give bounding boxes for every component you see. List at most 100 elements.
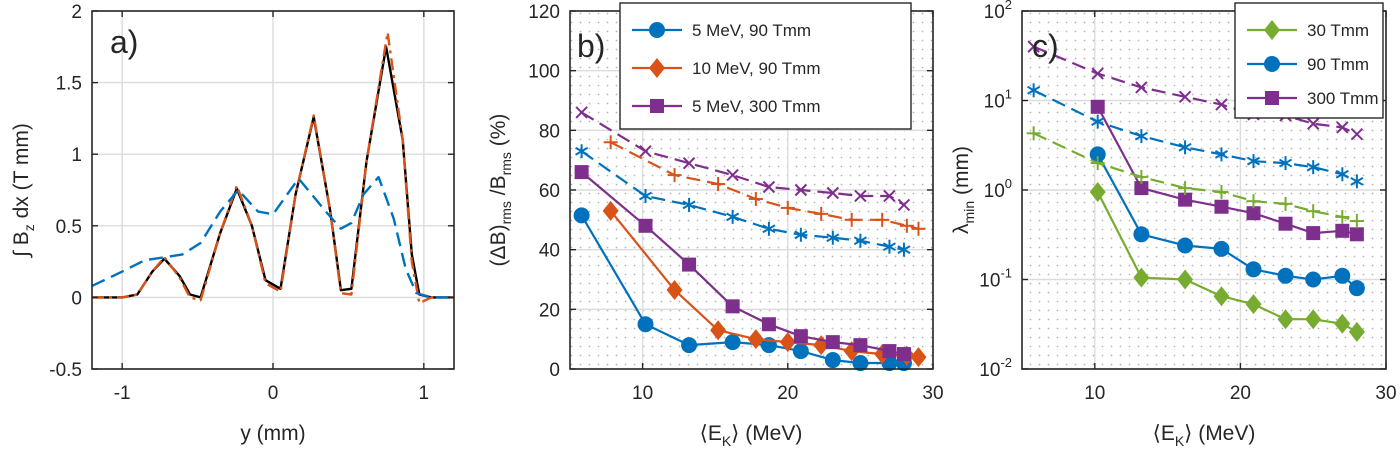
y-axis-label-a: ∫ Bz dx (T mm) [10, 123, 37, 258]
data-point [1133, 226, 1150, 243]
data-point [1213, 286, 1230, 307]
panel-label-a: a) [110, 24, 138, 60]
legend-c: 30 Tmm 90 Tmm 300 Tmm [1234, 2, 1384, 119]
data-point [1277, 267, 1294, 284]
data-point [1305, 271, 1322, 288]
data-point [602, 200, 619, 221]
ticks-c: 10 20 30 10-2 10-1 100 101 102 [979, 0, 1396, 404]
data-point [638, 188, 653, 203]
y-tick-label: 40 [539, 241, 560, 262]
data-point [896, 347, 911, 362]
data-point [682, 257, 697, 272]
data-point [1245, 261, 1262, 278]
data-point [747, 329, 764, 350]
data-point [1178, 192, 1193, 207]
y-tick-label: 0 [71, 288, 82, 309]
x-tick-label: 20 [777, 383, 798, 404]
data-point [1334, 267, 1351, 284]
series-line [91, 175, 454, 299]
data-point [1089, 181, 1106, 202]
data-point [1178, 140, 1192, 155]
data-point [825, 335, 840, 350]
data-point [1336, 121, 1349, 134]
legend-label: 5 MeV, 90 Tmm [692, 21, 811, 40]
legend-item: 300 Tmm [1247, 89, 1379, 108]
y-tick-label: 1.5 [56, 74, 82, 95]
data-point [575, 144, 589, 159]
series-line [1033, 132, 1358, 223]
data-point [1026, 126, 1041, 141]
series-line [580, 171, 905, 356]
data-point [762, 221, 776, 236]
data-point [792, 343, 809, 360]
legend-label: 30 Tmm [1307, 21, 1369, 40]
y-tick-label: 101 [984, 87, 1012, 113]
data-point [1027, 40, 1040, 53]
y-tick-label: -0.5 [49, 360, 82, 381]
data-point [682, 156, 696, 170]
data-point [824, 352, 841, 369]
series-line [1033, 89, 1358, 183]
data-point [667, 168, 682, 183]
data-point [1246, 194, 1261, 209]
data-point [603, 135, 618, 150]
legend-item: 10 MeV, 90 Tmm [632, 58, 821, 78]
y-axis-label-c: λmin (mm) [950, 146, 977, 234]
data-point [1090, 156, 1105, 171]
data-point [666, 279, 683, 300]
data-point [1177, 237, 1194, 254]
legend-marker [649, 22, 665, 38]
data-point [844, 212, 859, 227]
y-tick-label: 20 [539, 300, 560, 321]
data-point [814, 206, 829, 221]
data-point [1246, 154, 1261, 169]
data-point [1214, 184, 1229, 199]
x-tick-label: -1 [114, 383, 131, 404]
data-point [852, 355, 869, 372]
data-point [854, 189, 867, 203]
panel-label-b: b) [577, 28, 605, 64]
legend-label: 300 Tmm [1307, 89, 1379, 108]
ticks-b: 10 20 30 0 20 40 60 80 100 120 [528, 2, 943, 404]
x-axis-label-a: y (mm) [240, 422, 305, 445]
data-point [1306, 204, 1321, 219]
legend-b: 5 MeV, 90 Tmm 10 MeV, 90 Tmm 5 MeV, 300 Tm… [619, 2, 912, 130]
x-tick-label: 20 [1230, 383, 1251, 404]
data-point [1027, 83, 1041, 98]
data-point [1214, 147, 1229, 162]
data-point [1348, 321, 1365, 342]
series-line [580, 150, 905, 251]
data-point [1278, 216, 1293, 231]
legend-marker [1265, 91, 1279, 105]
data-point [853, 338, 868, 353]
legend-marker [649, 58, 665, 78]
data-point [1278, 156, 1293, 171]
legend-label: 10 MeV, 90 Tmm [692, 59, 821, 78]
data-point [1213, 240, 1230, 257]
x-axis-label-c: ⟨EK⟩ (MeV) [1153, 422, 1256, 449]
data-point [726, 168, 739, 182]
x-tick-label: 0 [268, 383, 279, 404]
panel-a: -1 0 1 -0.5 0 0.5 1 1.5 2 a) y (mm) ∫ Bz dx (T m… [10, 2, 455, 445]
series-line [92, 31, 454, 305]
data-point [883, 189, 896, 203]
legend-item: 90 Tmm [1247, 55, 1369, 74]
y-tick-label: 2 [71, 2, 82, 23]
x-axis-label-b: ⟨EK⟩ (MeV) [700, 422, 803, 449]
series-group-c [1026, 40, 1365, 342]
data-point [1177, 269, 1194, 290]
y-tick-label: 100 [528, 62, 560, 83]
legend-marker [650, 99, 664, 113]
data-point [779, 332, 796, 353]
data-point [1277, 309, 1294, 330]
y-tick-label: 120 [528, 2, 560, 23]
data-point [1091, 114, 1105, 129]
data-point [1246, 206, 1261, 221]
data-point [1306, 226, 1321, 241]
data-point [761, 317, 776, 332]
data-point [1334, 313, 1351, 334]
data-point [1089, 146, 1106, 163]
legend-label: 5 MeV, 300 Tmm [692, 97, 821, 116]
